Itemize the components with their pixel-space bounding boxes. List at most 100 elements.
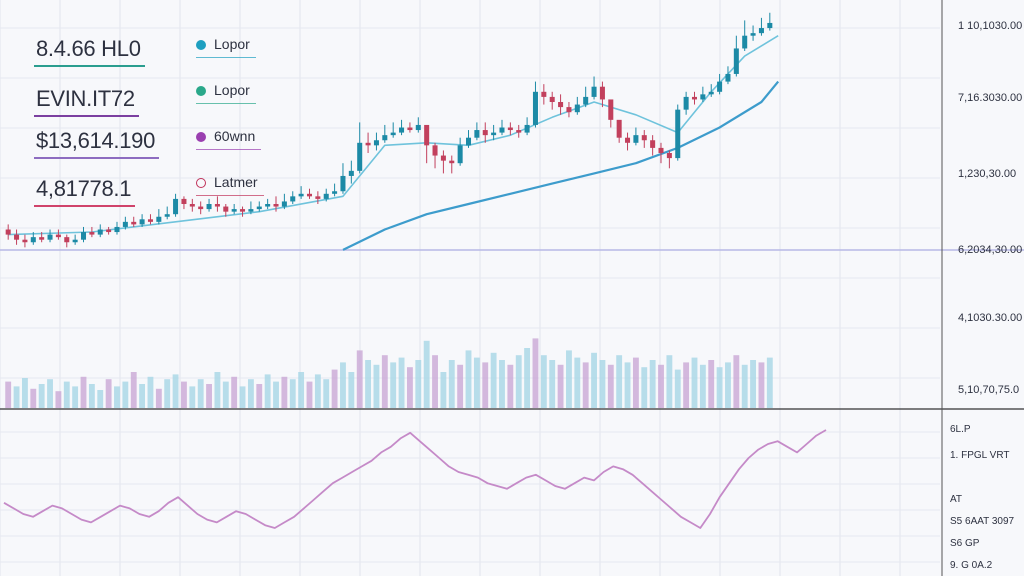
- candle: [767, 12, 773, 31]
- candle: [164, 206, 170, 220]
- candle: [30, 232, 36, 245]
- volume-bar: [557, 364, 564, 408]
- candle: [139, 214, 145, 227]
- candle: [181, 196, 187, 210]
- legend-item[interactable]: Lopor: [196, 36, 256, 58]
- candle: [549, 91, 555, 110]
- volume-bar: [298, 372, 305, 408]
- candle: [106, 226, 112, 235]
- price-tick-label: 6,2034,30.00: [958, 244, 1023, 256]
- volume-bar: [381, 355, 388, 408]
- candle: [81, 226, 87, 243]
- oscillator-tick-label: 1. FPGL VRT: [950, 450, 1010, 461]
- candle: [390, 122, 396, 138]
- legend-dot-icon: [196, 178, 206, 189]
- legend-label: Lopor: [214, 82, 250, 98]
- candle: [558, 94, 564, 115]
- candle: [599, 81, 605, 108]
- volume-bar: [540, 355, 547, 408]
- candle: [14, 229, 20, 245]
- volume-bar: [641, 367, 648, 408]
- legend-underline: [196, 148, 262, 150]
- candle: [666, 150, 672, 169]
- candle: [198, 201, 204, 215]
- candle: [189, 198, 195, 212]
- candle: [742, 20, 748, 51]
- candle: [131, 216, 137, 227]
- candle: [758, 17, 764, 36]
- volume-bar: [30, 388, 37, 408]
- candle: [675, 104, 681, 161]
- candle: [223, 204, 229, 217]
- legend-item[interactable]: 60wnn: [196, 128, 262, 150]
- volume-bar: [457, 364, 464, 408]
- volume-bar: [365, 360, 372, 408]
- info-value: EVIN.IT72: [34, 86, 139, 117]
- candle: [214, 196, 220, 212]
- candle: [474, 122, 480, 141]
- candle: [97, 224, 103, 238]
- candle: [147, 214, 153, 225]
- info-value: $13,614.190: [34, 128, 160, 159]
- volume-bar: [130, 372, 137, 408]
- volume-bar: [181, 381, 187, 408]
- volume-bar: [448, 360, 455, 408]
- oscillator-tick-label: S6 GP: [950, 538, 980, 549]
- candle: [55, 229, 61, 240]
- legend-underline: [196, 56, 256, 58]
- volume-bar: [390, 362, 397, 408]
- legend-label: Latmer: [214, 174, 258, 190]
- candle: [641, 130, 647, 148]
- volume-bar: [766, 357, 773, 408]
- candle: [206, 198, 212, 212]
- volume-bar: [666, 355, 673, 408]
- oscillator-tick-label: 9. G 0A.2: [950, 560, 993, 571]
- legend-item[interactable]: Latmer: [196, 174, 264, 196]
- volume-bar: [473, 357, 480, 408]
- candle: [424, 124, 430, 164]
- volume-bar: [97, 390, 104, 408]
- volume-bar: [21, 378, 28, 408]
- volume-bar: [172, 374, 179, 408]
- oscillator-tick-label: S5 6AAT 3097: [950, 516, 1015, 527]
- volume-bar: [398, 357, 405, 408]
- volume-bar: [231, 376, 238, 408]
- candle: [5, 224, 11, 240]
- volume-bar: [725, 362, 731, 408]
- candle: [574, 96, 580, 115]
- legend-underline: [196, 102, 256, 104]
- candle: [373, 132, 379, 151]
- volume-bar: [214, 372, 221, 408]
- candle: [466, 130, 472, 148]
- volume-bar: [591, 352, 597, 408]
- candle: [39, 232, 45, 243]
- volume-bar: [524, 348, 531, 408]
- legend-item[interactable]: Lopor: [196, 82, 256, 104]
- volume-bar: [574, 357, 581, 408]
- candle: [658, 142, 664, 164]
- volume-bar: [38, 384, 45, 408]
- volume-bar: [549, 360, 556, 408]
- legend-underline: [196, 194, 264, 196]
- volume-bar: [532, 338, 539, 408]
- info-underline: [34, 157, 160, 159]
- info-text: 4,81778.1: [36, 176, 132, 201]
- volume-bar: [649, 360, 656, 408]
- volume-bar: [88, 384, 95, 408]
- volume-bar: [139, 384, 146, 408]
- candle: [449, 155, 455, 174]
- candle: [524, 117, 530, 136]
- volume-bar: [658, 364, 664, 408]
- volume-bar: [582, 362, 589, 408]
- volume-bar: [632, 357, 639, 408]
- candle: [382, 124, 388, 143]
- volume-bar: [80, 376, 87, 408]
- ma-slow-line: [342, 80, 780, 251]
- volume-bar: [206, 384, 212, 408]
- volume-bar: [122, 381, 129, 408]
- price-tick-label: 1 10,1030.00: [958, 20, 1023, 32]
- candle: [457, 137, 463, 166]
- candle: [725, 66, 731, 85]
- info-underline: [34, 115, 139, 117]
